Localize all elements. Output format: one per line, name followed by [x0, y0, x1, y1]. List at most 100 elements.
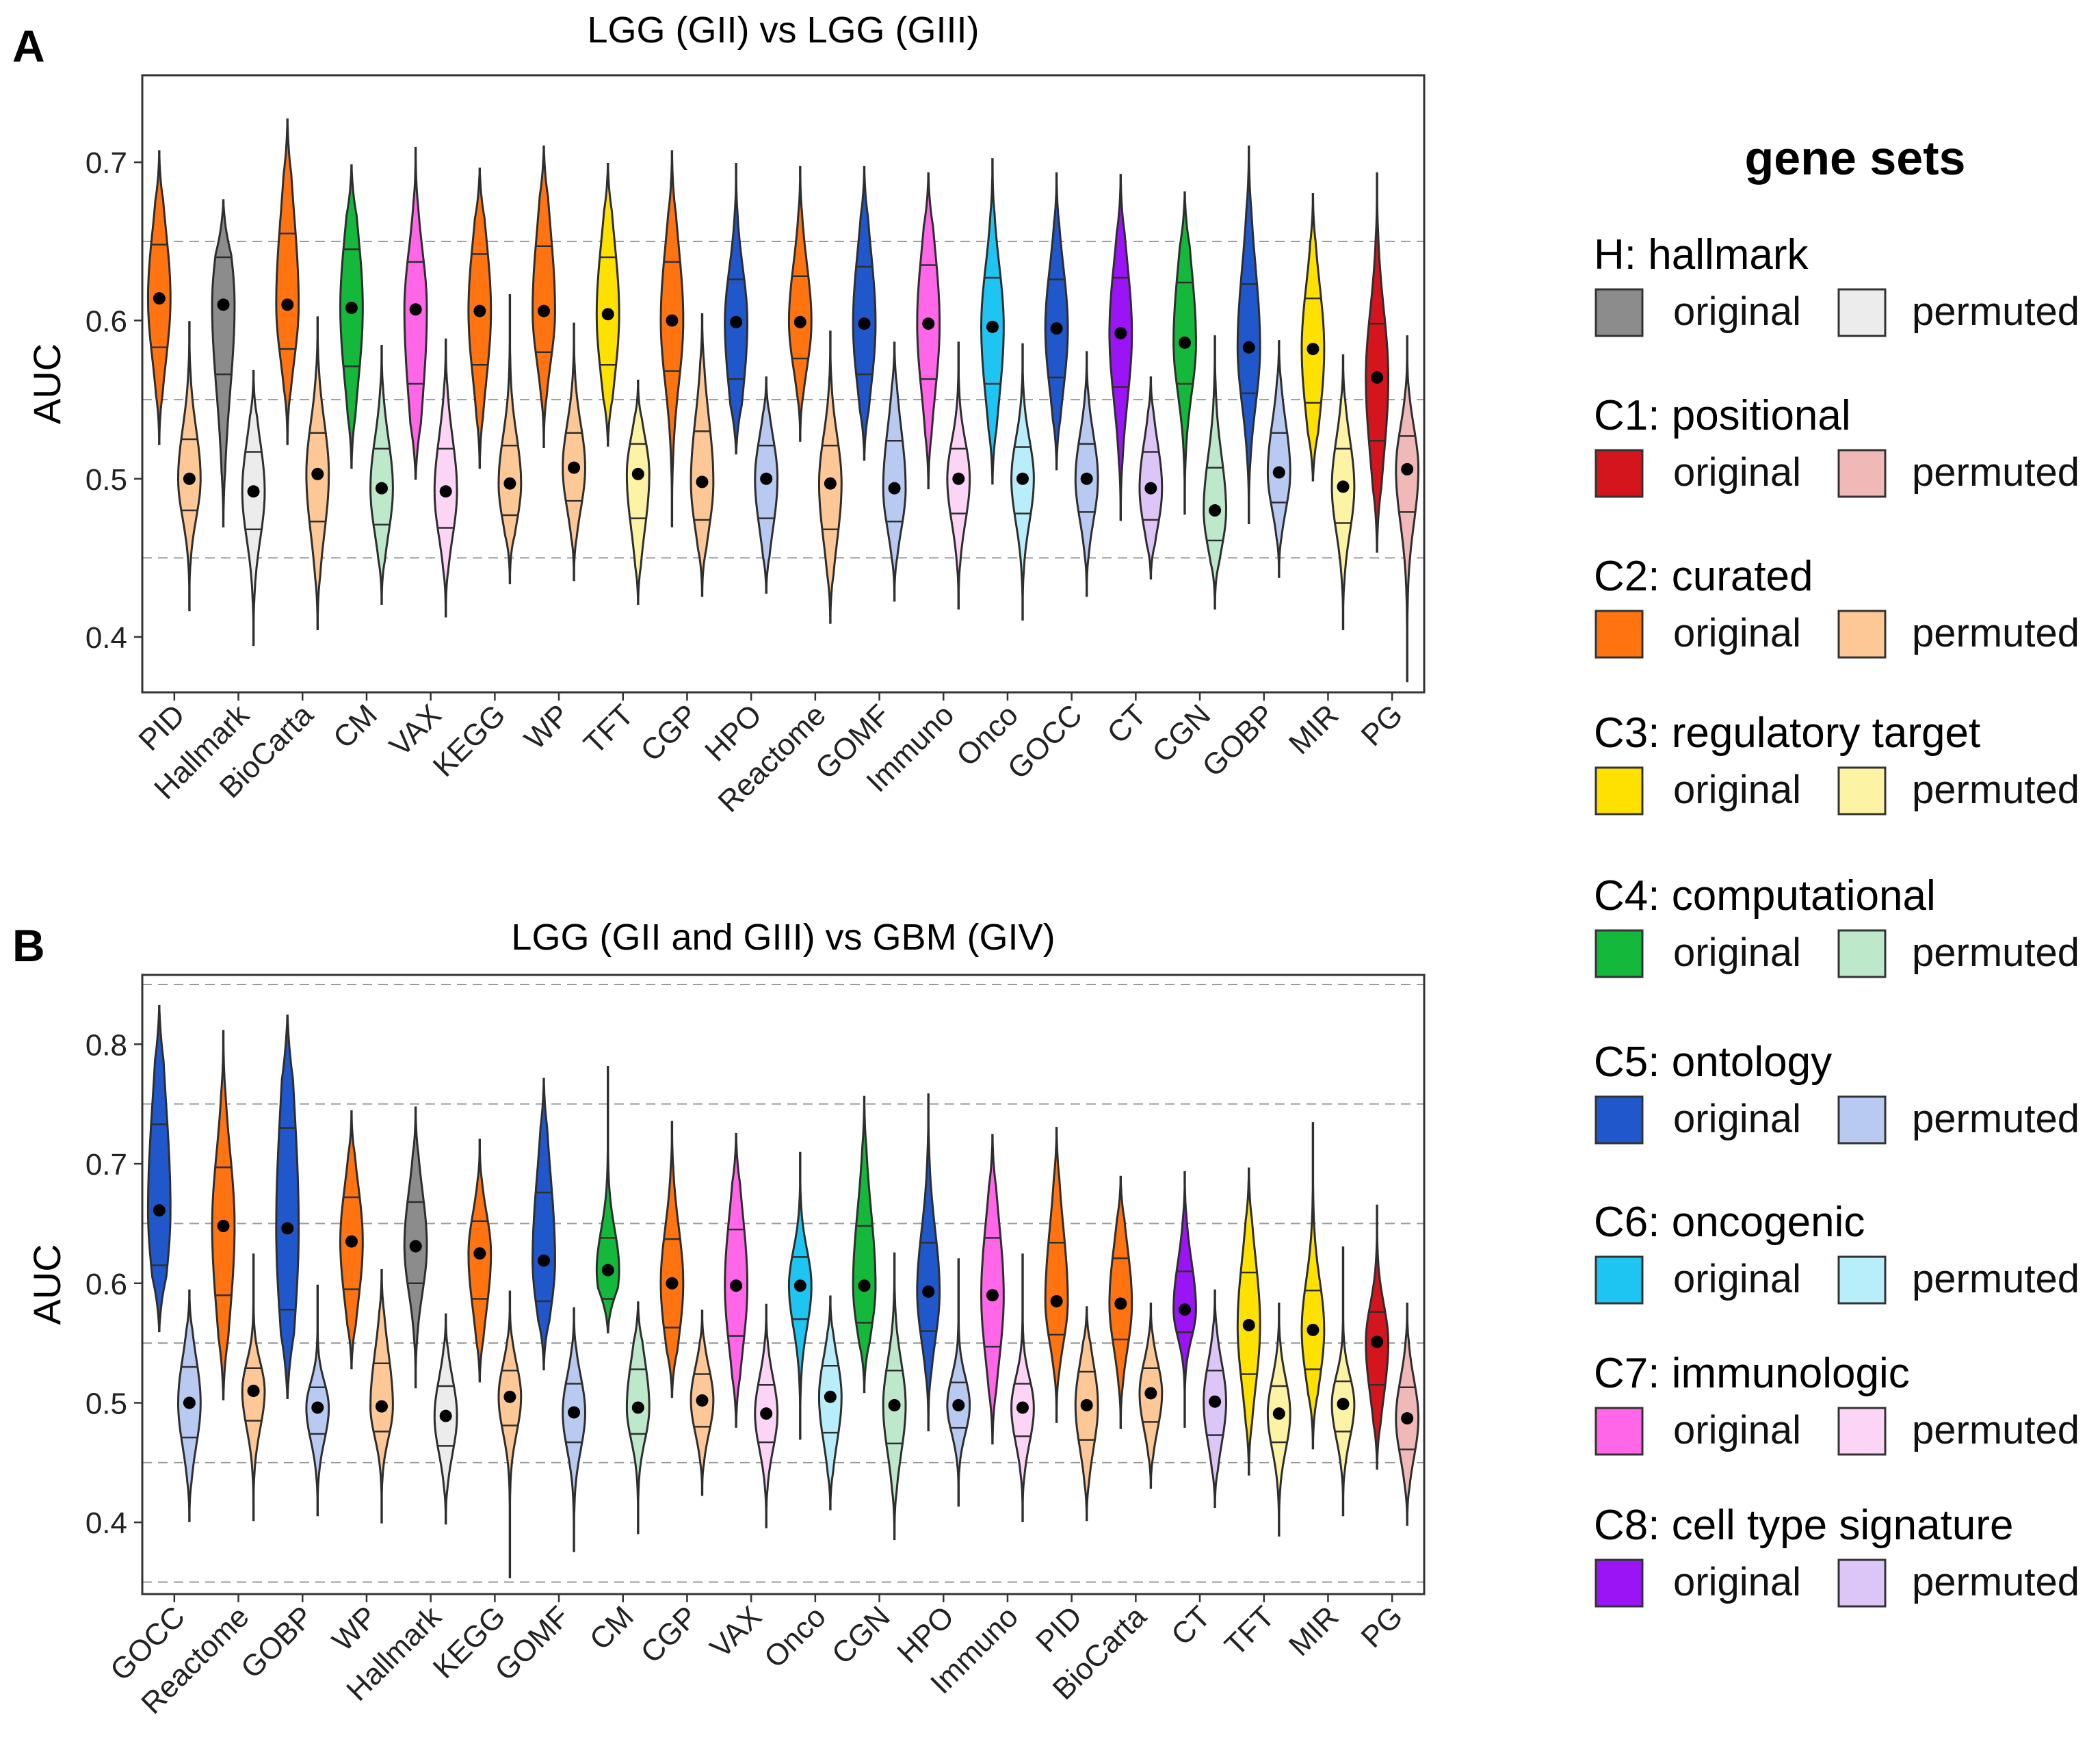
median-point: [824, 1390, 837, 1403]
violin-permuted: [241, 370, 266, 647]
x-tick-label: GOMF: [488, 1600, 576, 1687]
median-point: [1272, 1407, 1285, 1420]
median-point: [824, 477, 837, 490]
median-point: [952, 472, 965, 485]
legend-permuted-label: permuted: [1912, 289, 2079, 334]
violin-original: [659, 1121, 685, 1398]
median-point: [473, 1247, 486, 1260]
legend-original-label: original: [1673, 1097, 1801, 1141]
median-point: [793, 1279, 806, 1292]
y-tick-label: 0.4: [86, 1506, 127, 1540]
median-point: [1080, 472, 1093, 485]
median-point: [793, 315, 806, 328]
median-point: [730, 1279, 743, 1292]
violin-original: [1236, 145, 1261, 524]
violin-original: [1044, 172, 1069, 471]
median-point: [568, 461, 581, 474]
median-point: [952, 1398, 965, 1411]
legend-swatch-original: [1594, 449, 1644, 498]
x-tick-label: MIR: [1283, 1600, 1346, 1662]
median-point: [439, 1409, 452, 1422]
median-point: [1050, 322, 1063, 335]
median-point: [1080, 1398, 1093, 1411]
median-point: [247, 1384, 260, 1397]
legend-swatch-original: [1594, 610, 1644, 659]
legend-group: C4: computational original permuted: [1594, 872, 2079, 978]
violin-original: [1172, 1171, 1197, 1428]
median-point: [1272, 466, 1285, 479]
median-point: [760, 1407, 773, 1420]
median-point: [1179, 1303, 1192, 1316]
median-point: [1144, 1387, 1157, 1400]
median-point: [153, 292, 166, 305]
legend-group: C3: regulatory target original permuted: [1594, 709, 2079, 816]
legend-group: C7: immunologic original permuted: [1594, 1350, 2079, 1456]
panel-border: [141, 974, 1426, 1595]
median-point: [375, 1400, 388, 1413]
median-point: [538, 304, 551, 317]
legend-swatch-permuted: [1837, 1407, 1887, 1456]
median-point: [409, 303, 422, 316]
legend-permuted-label: permuted: [1912, 1257, 2079, 1301]
legend-swatch-original: [1594, 929, 1644, 978]
median-point: [922, 1285, 935, 1298]
x-tick-label: PG: [1355, 698, 1410, 753]
x-tick-label: PG: [1355, 1600, 1410, 1654]
legend-original-label: original: [1673, 1257, 1801, 1301]
legend-swatch-permuted: [1837, 288, 1887, 337]
violin-original: [467, 168, 493, 469]
y-tick-label: 0.5: [86, 1387, 127, 1420]
legend-group-label: C3: regulatory target: [1594, 709, 1980, 757]
x-tick-label: CM: [583, 1600, 640, 1656]
x-tick-label: TFT: [577, 698, 640, 761]
violin-original: [275, 118, 300, 445]
x-tick-label: CT: [1101, 698, 1153, 750]
median-point: [666, 314, 679, 327]
legend-swatch-original: [1594, 1558, 1644, 1608]
violin-original: [1108, 174, 1133, 521]
median-point: [1307, 343, 1320, 356]
legend-group-label: C1: positional: [1594, 392, 1851, 439]
legend-group-label: C5: ontology: [1594, 1039, 1832, 1086]
legend-group: C1: positional original permuted: [1594, 392, 2079, 498]
violin-original: [916, 1093, 941, 1432]
violin-original: [211, 1030, 236, 1400]
x-tick-label: CGN: [826, 1600, 897, 1671]
y-axis-label: AUC: [25, 1244, 68, 1325]
median-point: [888, 482, 901, 495]
violin-original: [1172, 191, 1197, 515]
violin-original: [595, 163, 620, 447]
median-point: [986, 320, 999, 333]
violin-original: [1300, 1122, 1326, 1450]
median-point: [1242, 341, 1255, 354]
chart-title: LGG (GII) vs LGG (GIII): [587, 10, 979, 51]
legend-permuted-label: permuted: [1912, 768, 2079, 812]
legend-group-label: C2: curated: [1594, 553, 1813, 600]
median-point: [375, 482, 388, 495]
violin-permuted: [882, 341, 907, 602]
legend-swatch-permuted: [1837, 610, 1887, 659]
legend-permuted-label: permuted: [1912, 930, 2079, 975]
legend-original-label: original: [1673, 1560, 1801, 1604]
violin-original: [275, 1014, 300, 1399]
legend-swatch-original: [1594, 1407, 1644, 1456]
violin-permuted: [882, 1252, 907, 1541]
violin-permuted: [497, 294, 523, 584]
median-point: [439, 485, 452, 498]
legend-group: C5: ontology original permuted: [1594, 1039, 2079, 1145]
legend-group-label: C8: cell type signature: [1594, 1502, 2013, 1549]
violin-original: [531, 1078, 556, 1370]
violin-original: [852, 166, 877, 461]
x-tick-label: GOCC: [1001, 698, 1089, 785]
median-point: [986, 1289, 999, 1302]
violin-original: [211, 199, 236, 527]
x-tick-label: CM: [327, 698, 384, 755]
violin-permuted: [1010, 1253, 1035, 1522]
median-point: [1337, 1398, 1350, 1411]
violin-original: [787, 166, 813, 442]
legend-original-label: original: [1673, 1408, 1801, 1452]
median-point: [1016, 1401, 1029, 1414]
median-point: [1144, 482, 1157, 495]
median-point: [1209, 504, 1222, 517]
violin-original: [1300, 193, 1326, 482]
